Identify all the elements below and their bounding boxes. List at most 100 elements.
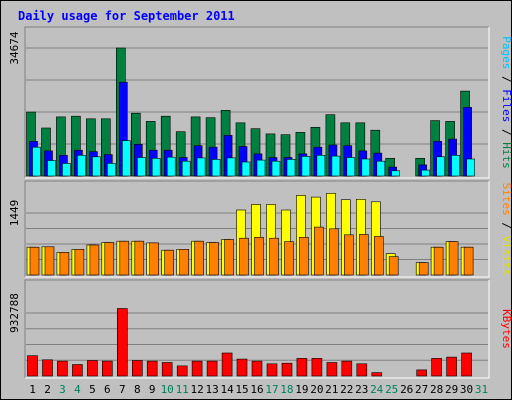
- x-tick-label-day-6: 6: [104, 383, 111, 396]
- bar-sites-day-20: [314, 226, 324, 276]
- bar-pages-day-18: [286, 159, 296, 177]
- bar-pages-day-14: [226, 157, 236, 177]
- bar-sites-day-19: [299, 237, 309, 276]
- panel-hits-files-pages-highlight-edge: [25, 27, 490, 179]
- x-tick-label-day-5: 5: [89, 383, 96, 396]
- bar-pages-day-3: [62, 163, 71, 177]
- bar-kbytes-day-22: [341, 360, 353, 377]
- bar-sites-day-3: [59, 252, 70, 276]
- bar-kbytes-day-21: [326, 362, 338, 377]
- bar-kbytes-day-4: [72, 364, 83, 377]
- bar-pages-day-20: [316, 155, 326, 177]
- legend-part: /: [500, 69, 512, 89]
- panel-visits-sites-legend-label: Sites / Visits: [500, 183, 512, 276]
- bar-pages-day-8: [137, 157, 146, 177]
- bar-kbytes-day-20: [311, 358, 323, 377]
- bar-sites-day-10: [164, 249, 174, 276]
- x-tick-label-day-2: 2: [44, 383, 51, 396]
- bar-pages-day-7: [122, 140, 131, 177]
- panel-visits-sites-max-label: 1449: [8, 200, 21, 227]
- bar-sites-day-1: [29, 246, 40, 276]
- bar-pages-day-24: [376, 160, 386, 177]
- legend-part: Visits: [500, 236, 512, 276]
- legend-part: Sites: [500, 183, 512, 216]
- bar-sites-day-21: [329, 228, 339, 276]
- panel-visits-sites-shadow-edge: [24, 180, 489, 277]
- x-tick-label-day-18: 18: [280, 383, 293, 396]
- bar-pages-day-11: [181, 160, 191, 177]
- legend-part: Files: [500, 89, 512, 122]
- x-tick-label-day-13: 13: [205, 383, 218, 396]
- bar-kbytes-day-27: [416, 369, 428, 377]
- bar-sites-day-6: [104, 242, 115, 276]
- chart-title: Daily usage for September 2011: [18, 9, 235, 23]
- x-tick-label-day-27: 27: [415, 383, 428, 396]
- panel-kbytes-legend-label: KBytes: [500, 309, 512, 349]
- x-tick-label-day-7: 7: [119, 383, 126, 396]
- x-tick-label-day-15: 15: [235, 383, 248, 396]
- panel-hits-files-pages-legend-label: Pages / Files / Hits: [500, 36, 512, 169]
- legend-part: KBytes: [500, 309, 512, 349]
- bar-kbytes-day-15: [236, 358, 248, 377]
- panel-hits-files-pages-max-label: 34674: [8, 31, 21, 64]
- bar-pages-day-19: [301, 156, 311, 177]
- x-tick-label-day-24: 24: [370, 383, 384, 396]
- x-tick-label-day-23: 23: [355, 383, 368, 396]
- bar-sites-day-4: [74, 249, 85, 276]
- bar-kbytes-day-24: [371, 372, 383, 377]
- bar-kbytes-day-19: [296, 358, 308, 377]
- bar-pages-day-27: [421, 169, 431, 177]
- bar-kbytes-day-5: [87, 360, 98, 377]
- bar-pages-day-15: [241, 161, 251, 177]
- bar-kbytes-day-9: [146, 360, 158, 377]
- bar-kbytes-day-3: [57, 360, 68, 377]
- bar-sites-day-17: [269, 237, 279, 276]
- x-tick-label-day-14: 14: [220, 383, 234, 396]
- bar-kbytes-day-2: [42, 359, 53, 377]
- bar-pages-day-22: [346, 157, 356, 177]
- panel-kbytes-shadow-edge: [24, 279, 489, 378]
- x-tick-label-day-31: 31: [475, 383, 488, 396]
- bar-sites-day-2: [44, 246, 55, 276]
- panel-kbytes-max-label: 932788: [8, 293, 21, 333]
- bar-pages-day-23: [361, 158, 371, 177]
- bar-kbytes-day-6: [102, 360, 113, 377]
- bar-kbytes-day-7: [117, 308, 128, 377]
- bar-sites-day-15: [239, 237, 249, 276]
- x-tick-label-day-4: 4: [74, 383, 81, 396]
- bar-pages-day-9: [151, 158, 161, 177]
- bar-sites-day-27: [418, 262, 429, 276]
- bar-kbytes-day-13: [206, 360, 218, 377]
- x-tick-label-day-25: 25: [385, 383, 398, 396]
- bar-kbytes-day-29: [446, 356, 457, 377]
- bar-pages-day-4: [77, 155, 86, 177]
- bar-kbytes-day-1: [27, 355, 38, 377]
- bar-kbytes-day-28: [431, 358, 442, 377]
- panel-kbytes-highlight-edge: [25, 280, 490, 379]
- bar-kbytes-day-16: [251, 360, 263, 377]
- bar-sites-day-29: [448, 241, 459, 276]
- bar-pages-day-28: [436, 156, 445, 177]
- bar-pages-day-17: [271, 160, 281, 177]
- bar-sites-day-28: [433, 246, 444, 276]
- bar-kbytes-day-30: [461, 352, 472, 377]
- bar-sites-day-9: [149, 242, 159, 276]
- bar-pages-day-21: [331, 155, 341, 177]
- bar-sites-day-13: [209, 242, 219, 276]
- bar-sites-day-14: [224, 239, 234, 276]
- x-tick-label-day-12: 12: [190, 383, 203, 396]
- bar-kbytes-day-14: [221, 352, 233, 377]
- bar-kbytes-day-18: [281, 362, 293, 377]
- bar-sites-day-30: [463, 246, 474, 276]
- bar-pages-day-16: [256, 159, 266, 177]
- bar-pages-day-13: [211, 159, 221, 177]
- legend-part: /: [500, 216, 512, 236]
- x-tick-label-day-17: 17: [265, 383, 278, 396]
- bar-sites-day-8: [134, 240, 145, 276]
- bar-kbytes-day-12: [191, 360, 203, 377]
- bar-sites-day-16: [254, 237, 264, 276]
- x-tick-label-day-29: 29: [445, 383, 458, 396]
- bar-kbytes-day-11: [176, 365, 188, 377]
